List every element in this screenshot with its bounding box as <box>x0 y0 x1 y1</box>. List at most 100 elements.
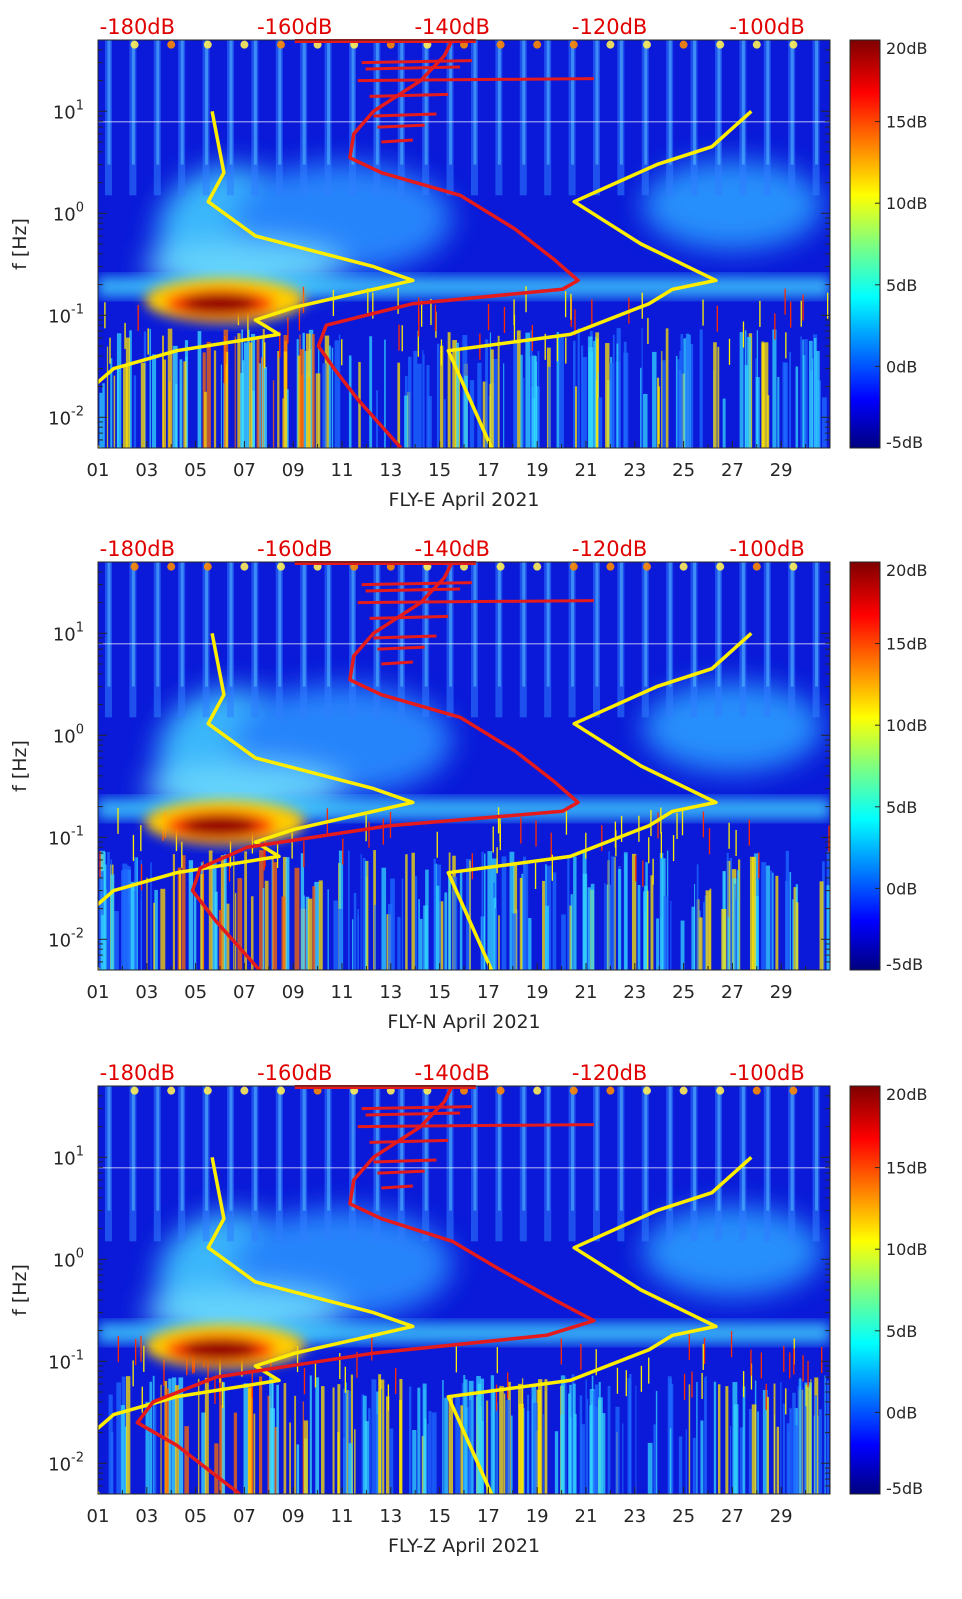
curve-model-low <box>98 632 415 970</box>
top-db-tick-label: -140dB <box>414 537 489 561</box>
x-tick-label: 11 <box>331 982 354 1003</box>
x-tick-label: 11 <box>331 460 354 481</box>
x-tick-label: 27 <box>721 1506 744 1527</box>
colorbar-tick-label: 20dB <box>886 561 928 580</box>
x-tick-label: 19 <box>526 982 549 1003</box>
measured-high-freq-line <box>369 614 449 620</box>
measured-high-freq-line <box>361 59 472 65</box>
measured-high-freq-line <box>377 1169 425 1175</box>
colorbar-tick-label: 5dB <box>886 798 917 817</box>
curve-measured <box>135 1086 596 1494</box>
panel-fly-z: 10-2 10-1 100 101 01 03 05 07 09 11 13 15 17 19 21 23 25… <box>9 1061 928 1557</box>
colorbar-tick-label: 20dB <box>886 1085 928 1104</box>
measured-high-freq-line <box>377 645 425 651</box>
x-tick-label: 05 <box>184 982 207 1003</box>
x-tick-label: 29 <box>770 1506 793 1527</box>
x-tick-label: 15 <box>428 460 451 481</box>
x-tick-label: 25 <box>672 460 695 481</box>
colorbar-tick-label: 0dB <box>886 1403 917 1422</box>
x-tick-label: 07 <box>233 460 256 481</box>
top-db-tick-label: -180dB <box>100 1061 175 1085</box>
panel-fly-n: 10-2 10-1 100 101 01 03 05 07 09 11 13 15 17 19 21 23 25… <box>9 537 928 1033</box>
y-tick-label: 101 <box>53 98 84 123</box>
curve-model-high <box>446 1155 753 1494</box>
colorbar-tick-label: 15dB <box>886 635 928 654</box>
colorbar-tick-label: 5dB <box>886 1322 917 1341</box>
x-tick-label: 21 <box>575 1506 598 1527</box>
y-tick-label: 10-1 <box>48 1348 84 1373</box>
x-tick-label: 13 <box>379 982 402 1003</box>
x-tick-label: 15 <box>428 982 451 1003</box>
x-tick-label: 01 <box>87 1506 110 1527</box>
x-tick-label: 19 <box>526 1506 549 1527</box>
y-tick-label: 101 <box>53 1144 84 1169</box>
top-db-tick-label: -120dB <box>572 1061 647 1085</box>
measured-high-freq-line <box>377 123 425 129</box>
y-axis-label: f [Hz] <box>9 1264 31 1316</box>
y-tick-label: 10-2 <box>48 926 84 951</box>
x-tick-label: 29 <box>770 982 793 1003</box>
x-tick-label: 19 <box>526 460 549 481</box>
measured-high-freq-line <box>369 92 449 98</box>
x-tick-label: 21 <box>575 982 598 1003</box>
x-tick-label: 05 <box>184 460 207 481</box>
colorbar-tick-label: 10dB <box>886 1240 928 1259</box>
colorbar <box>849 561 881 971</box>
colorbar-tick-label: 10dB <box>886 716 928 735</box>
curve-measured <box>190 562 580 970</box>
y-axis-label: f [Hz] <box>9 740 31 792</box>
x-tick-label: 01 <box>87 982 110 1003</box>
y-tick-label: 10-1 <box>48 824 84 849</box>
top-db-tick-label: -160dB <box>257 15 332 39</box>
y-tick-label: 100 <box>53 1246 84 1271</box>
x-tick-label: 27 <box>721 460 744 481</box>
x-tick-label: 17 <box>477 982 500 1003</box>
colorbar-tick-label: 0dB <box>886 879 917 898</box>
x-tick-label: 05 <box>184 1506 207 1527</box>
x-tick-label: 29 <box>770 460 793 481</box>
measured-high-freq-line <box>381 1184 413 1190</box>
curve-model-low <box>98 1156 415 1494</box>
colorbar-tick-label: 15dB <box>886 113 928 132</box>
measured-high-freq-line <box>373 1158 437 1164</box>
x-tick-label: 15 <box>428 1506 451 1527</box>
measured-high-freq-line <box>357 77 594 83</box>
top-db-tick-label: -160dB <box>257 537 332 561</box>
colorbar-tick-label: 15dB <box>886 1159 928 1178</box>
measured-high-freq-line <box>365 1111 461 1117</box>
top-db-tick-label: -100dB <box>729 537 804 561</box>
y-tick-label: 100 <box>53 200 84 225</box>
x-tick-label: 07 <box>233 982 256 1003</box>
top-db-tick-label: -120dB <box>572 537 647 561</box>
measured-high-freq-line <box>361 1105 472 1111</box>
measured-high-freq-line <box>365 65 461 71</box>
x-tick-label: 17 <box>477 460 500 481</box>
x-tick-label: 01 <box>87 460 110 481</box>
y-tick-label: 10-2 <box>48 404 84 429</box>
x-axis-label: FLY-Z April 2021 <box>388 1535 540 1557</box>
x-tick-label: 23 <box>623 982 646 1003</box>
y-axis-label: f [Hz] <box>9 218 31 270</box>
measured-high-freq-line <box>369 1138 449 1144</box>
curve-model-high <box>446 631 753 970</box>
colorbar <box>849 1085 881 1495</box>
x-tick-label: 03 <box>135 460 158 481</box>
spectrogram-image <box>98 562 830 970</box>
spectrogram-image <box>98 40 830 448</box>
y-tick-label: 10-2 <box>48 1450 84 1475</box>
x-tick-label: 13 <box>379 1506 402 1527</box>
measured-high-freq-line <box>357 599 594 605</box>
x-tick-label: 23 <box>623 1506 646 1527</box>
measured-high-freq-line <box>361 581 472 587</box>
top-db-tick-label: -160dB <box>257 1061 332 1085</box>
x-axis-label: FLY-E April 2021 <box>388 489 539 511</box>
x-tick-label: 09 <box>282 1506 305 1527</box>
measured-high-freq-line <box>357 1123 594 1129</box>
x-tick-label: 13 <box>379 460 402 481</box>
x-tick-label: 25 <box>672 982 695 1003</box>
measured-high-freq-line <box>373 112 437 118</box>
top-db-tick-label: -140dB <box>414 15 489 39</box>
colorbar-tick-label: -5dB <box>886 433 923 452</box>
measured-high-freq-line <box>373 634 437 640</box>
colorbar-tick-label: -5dB <box>886 955 923 974</box>
